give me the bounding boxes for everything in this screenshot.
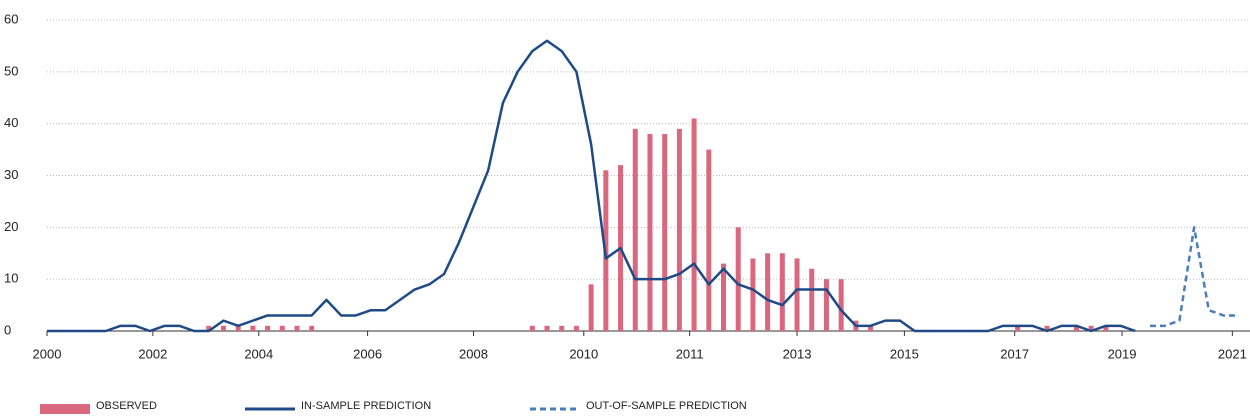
bar	[544, 325, 550, 331]
bar	[588, 284, 594, 331]
bar	[1015, 325, 1021, 331]
bar	[235, 325, 241, 331]
x-tick-label: 2011	[676, 346, 704, 361]
bar	[632, 128, 638, 331]
legend-swatch	[40, 404, 90, 414]
bar	[279, 325, 285, 331]
line	[1150, 226, 1239, 328]
bar	[647, 134, 653, 331]
x-tick-label: 2021	[1218, 346, 1247, 361]
bar	[1088, 325, 1094, 331]
x-tick-label: 2004	[244, 346, 273, 361]
bar	[691, 118, 697, 331]
x-tick-label: 2015	[890, 346, 919, 361]
bar	[573, 325, 579, 331]
y-tick-label: 0	[4, 322, 11, 337]
bar	[794, 258, 800, 331]
y-tick-label: 60	[4, 11, 18, 26]
y-tick-label: 20	[4, 219, 18, 234]
bar	[529, 325, 535, 331]
y-tick-label: 10	[4, 271, 18, 286]
bar	[1073, 325, 1079, 331]
y-tick-label: 40	[4, 115, 18, 130]
bar	[294, 325, 300, 331]
x-tick-label: 2000	[33, 346, 62, 361]
bar	[868, 325, 874, 331]
bar	[735, 227, 741, 331]
bar	[662, 134, 668, 331]
x-tick-label: 2006	[353, 346, 382, 361]
legend-label: OUT-OF-SAMPLE PREDICTION	[586, 400, 747, 412]
bar	[765, 253, 771, 331]
legend-label: OBSERVED	[96, 400, 157, 412]
x-tick-label: 2019	[1108, 346, 1137, 361]
bar	[706, 149, 712, 331]
bar	[250, 325, 256, 331]
bar	[1103, 325, 1109, 331]
x-tick-label: 2008	[459, 346, 488, 361]
bar	[220, 325, 226, 331]
x-tick-label: 2017	[1000, 346, 1029, 361]
bar	[206, 325, 212, 331]
bar	[559, 325, 565, 331]
x-tick-label: 2013	[783, 346, 812, 361]
legend-label: IN-SAMPLE PREDICTION	[301, 400, 431, 412]
x-tick-label: 2010	[569, 346, 598, 361]
bar	[809, 268, 815, 331]
bar	[265, 325, 271, 331]
x-tick-label: 2002	[138, 346, 167, 361]
bar	[676, 128, 682, 331]
bar	[721, 263, 727, 331]
line	[47, 39, 1136, 333]
bar	[823, 279, 829, 331]
y-tick-label: 30	[4, 167, 18, 182]
bar	[750, 258, 756, 331]
y-tick-label: 50	[4, 63, 18, 78]
bar	[779, 253, 785, 331]
bar	[309, 325, 315, 331]
bar	[838, 279, 844, 331]
bar	[1044, 325, 1050, 331]
